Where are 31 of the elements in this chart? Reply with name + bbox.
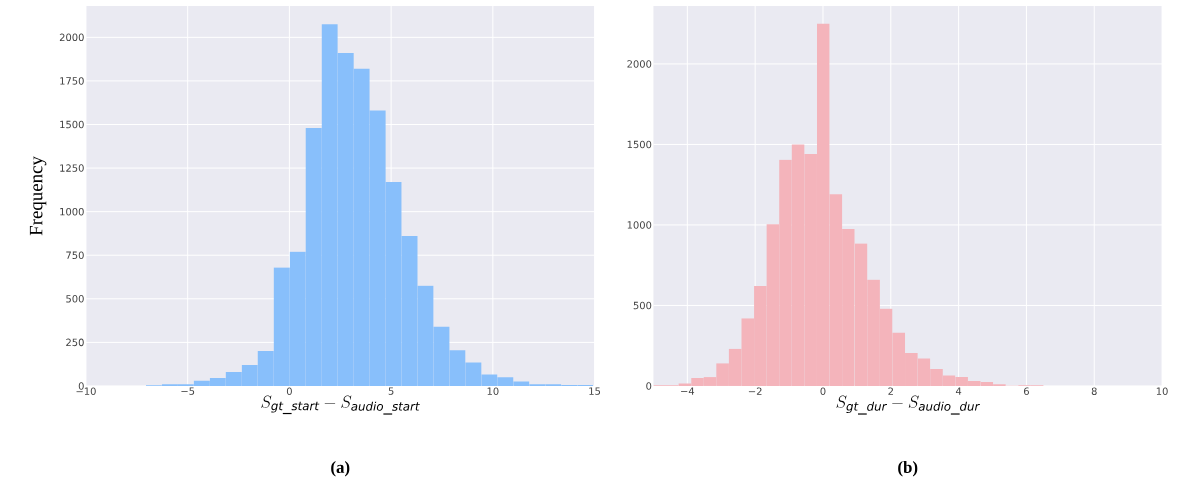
y-tick-label: 0 [646,382,652,390]
y-tick-label: 1750 [60,77,84,85]
y-axis-title: Frequency [29,156,47,236]
text: (b) [898,461,918,477]
x-tick-label: 0 [820,387,826,396]
x-tick-label: −4 [681,387,695,395]
y-tick-label: 2000 [627,60,652,68]
x-axis-title: $S_{\mathit{gt\_dur}} - S_{\mathit{audio\_dur}}$ [836,395,980,415]
x-tick-label: 10 [1156,387,1168,396]
y-tick-label: 250 [66,338,84,347]
y-tick-label: 1250 [60,164,84,172]
x-tick-label: 8 [1091,387,1097,396]
x-tick-label: 5 [388,387,394,396]
y-tick-label: 500 [633,301,652,310]
y-tick-label: 1000 [627,221,652,229]
x-tick-label: 0 [286,387,292,396]
x-tick-label: 2 [888,387,893,395]
y-tick-label: 1500 [60,120,84,129]
x-tick-label: −5 [181,387,195,396]
text: (a) [331,461,350,477]
y-tick-label: 750 [66,251,84,260]
x-tick-label: 4 [955,387,962,395]
y-tick-label: 500 [66,295,84,303]
x-tick-label: −2 [748,387,762,395]
x-tick-label: 6 [1023,387,1029,396]
y-tick-label: 1500 [627,140,652,149]
x-axis-title: $S_{\mathit{gt\_start}} - S_{\mathit{audio\_start}}$ [261,395,420,415]
x-tick-label: 15 [589,387,601,396]
y-tick-label: 1000 [60,208,84,216]
y-tick-label: 2000 [59,33,84,42]
x-tick-label: 10 [487,387,499,396]
